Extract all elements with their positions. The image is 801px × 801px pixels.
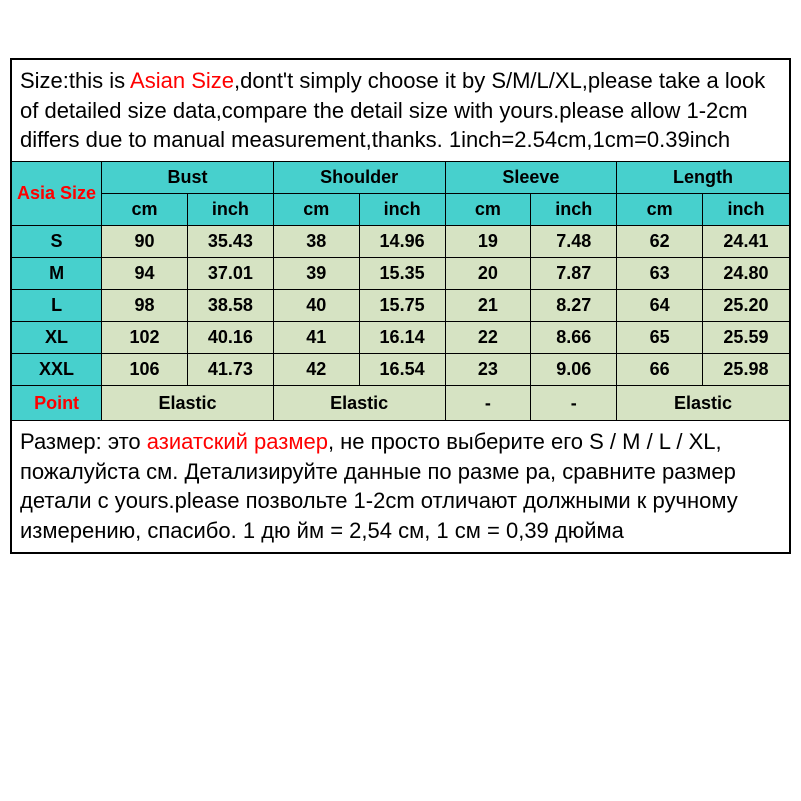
- size-label-xl: XL: [12, 322, 102, 354]
- size-label-xxl: XXL: [12, 354, 102, 386]
- cell-xxl-shoulder_cm: 42: [274, 354, 360, 386]
- header-asia-size: Asia Size: [12, 162, 102, 226]
- cell-s-length_in: 24.41: [703, 226, 789, 258]
- header-bust-cm: cm: [102, 194, 188, 226]
- point-bust: Elastic: [102, 386, 274, 420]
- cell-l-length_cm: 64: [617, 290, 703, 322]
- header-sleeve-inch: inch: [531, 194, 617, 226]
- cell-l-bust_cm: 98: [102, 290, 188, 322]
- cell-xl-sleeve_cm: 22: [446, 322, 532, 354]
- cell-s-sleeve_cm: 19: [446, 226, 532, 258]
- size-table: Asia SizeBustShoulderSleeveLengthcminchc…: [12, 162, 789, 420]
- size-chart-container: Size:this is Asian Size,dont't simply ch…: [0, 0, 801, 801]
- header-shoulder-inch: inch: [360, 194, 446, 226]
- point-sleeve-cm: -: [446, 386, 532, 420]
- cell-m-bust_cm: 94: [102, 258, 188, 290]
- cell-xl-length_cm: 65: [617, 322, 703, 354]
- size-label-l: L: [12, 290, 102, 322]
- cell-l-shoulder_cm: 40: [274, 290, 360, 322]
- point-length: Elastic: [617, 386, 789, 420]
- cell-xl-length_in: 25.59: [703, 322, 789, 354]
- cell-m-shoulder_in: 15.35: [360, 258, 446, 290]
- header-sleeve-cm: cm: [446, 194, 532, 226]
- cell-m-length_cm: 63: [617, 258, 703, 290]
- cell-xl-bust_cm: 102: [102, 322, 188, 354]
- cell-xl-shoulder_cm: 41: [274, 322, 360, 354]
- cell-xxl-bust_in: 41.73: [188, 354, 274, 386]
- cell-l-length_in: 25.20: [703, 290, 789, 322]
- header-bust: Bust: [102, 162, 274, 194]
- size-label-m: M: [12, 258, 102, 290]
- cell-l-shoulder_in: 15.75: [360, 290, 446, 322]
- cell-l-sleeve_cm: 21: [446, 290, 532, 322]
- cell-s-length_cm: 62: [617, 226, 703, 258]
- note-ru-pre: Размер: это: [20, 429, 147, 454]
- cell-s-sleeve_in: 7.48: [531, 226, 617, 258]
- cell-s-bust_in: 35.43: [188, 226, 274, 258]
- cell-xxl-sleeve_in: 9.06: [531, 354, 617, 386]
- cell-l-bust_in: 38.58: [188, 290, 274, 322]
- cell-xxl-length_cm: 66: [617, 354, 703, 386]
- header-shoulder-cm: cm: [274, 194, 360, 226]
- cell-xxl-shoulder_in: 16.54: [360, 354, 446, 386]
- cell-xl-sleeve_in: 8.66: [531, 322, 617, 354]
- point-shoulder: Elastic: [274, 386, 446, 420]
- size-chart-panel: Size:this is Asian Size,dont't simply ch…: [10, 58, 791, 554]
- header-shoulder: Shoulder: [274, 162, 446, 194]
- header-bust-inch: inch: [188, 194, 274, 226]
- header-length-cm: cm: [617, 194, 703, 226]
- size-label-s: S: [12, 226, 102, 258]
- note-en-highlight: Asian Size: [130, 68, 234, 93]
- note-ru-highlight: азиатский размер: [147, 429, 328, 454]
- cell-l-sleeve_in: 8.27: [531, 290, 617, 322]
- header-length: Length: [617, 162, 789, 194]
- header-sleeve: Sleeve: [446, 162, 618, 194]
- cell-s-bust_cm: 90: [102, 226, 188, 258]
- cell-m-length_in: 24.80: [703, 258, 789, 290]
- cell-m-sleeve_cm: 20: [446, 258, 532, 290]
- cell-xl-shoulder_in: 16.14: [360, 322, 446, 354]
- cell-m-sleeve_in: 7.87: [531, 258, 617, 290]
- header-length-inch: inch: [703, 194, 789, 226]
- cell-xxl-sleeve_cm: 23: [446, 354, 532, 386]
- cell-xl-bust_in: 40.16: [188, 322, 274, 354]
- cell-m-bust_in: 37.01: [188, 258, 274, 290]
- point-label: Point: [12, 386, 102, 420]
- note-english: Size:this is Asian Size,dont't simply ch…: [12, 60, 789, 162]
- note-russian: Размер: это азиатский размер, не просто …: [12, 420, 789, 552]
- cell-xxl-length_in: 25.98: [703, 354, 789, 386]
- note-en-pre: Size:this is: [20, 68, 130, 93]
- cell-s-shoulder_in: 14.96: [360, 226, 446, 258]
- point-sleeve-in: -: [531, 386, 617, 420]
- cell-xxl-bust_cm: 106: [102, 354, 188, 386]
- cell-s-shoulder_cm: 38: [274, 226, 360, 258]
- cell-m-shoulder_cm: 39: [274, 258, 360, 290]
